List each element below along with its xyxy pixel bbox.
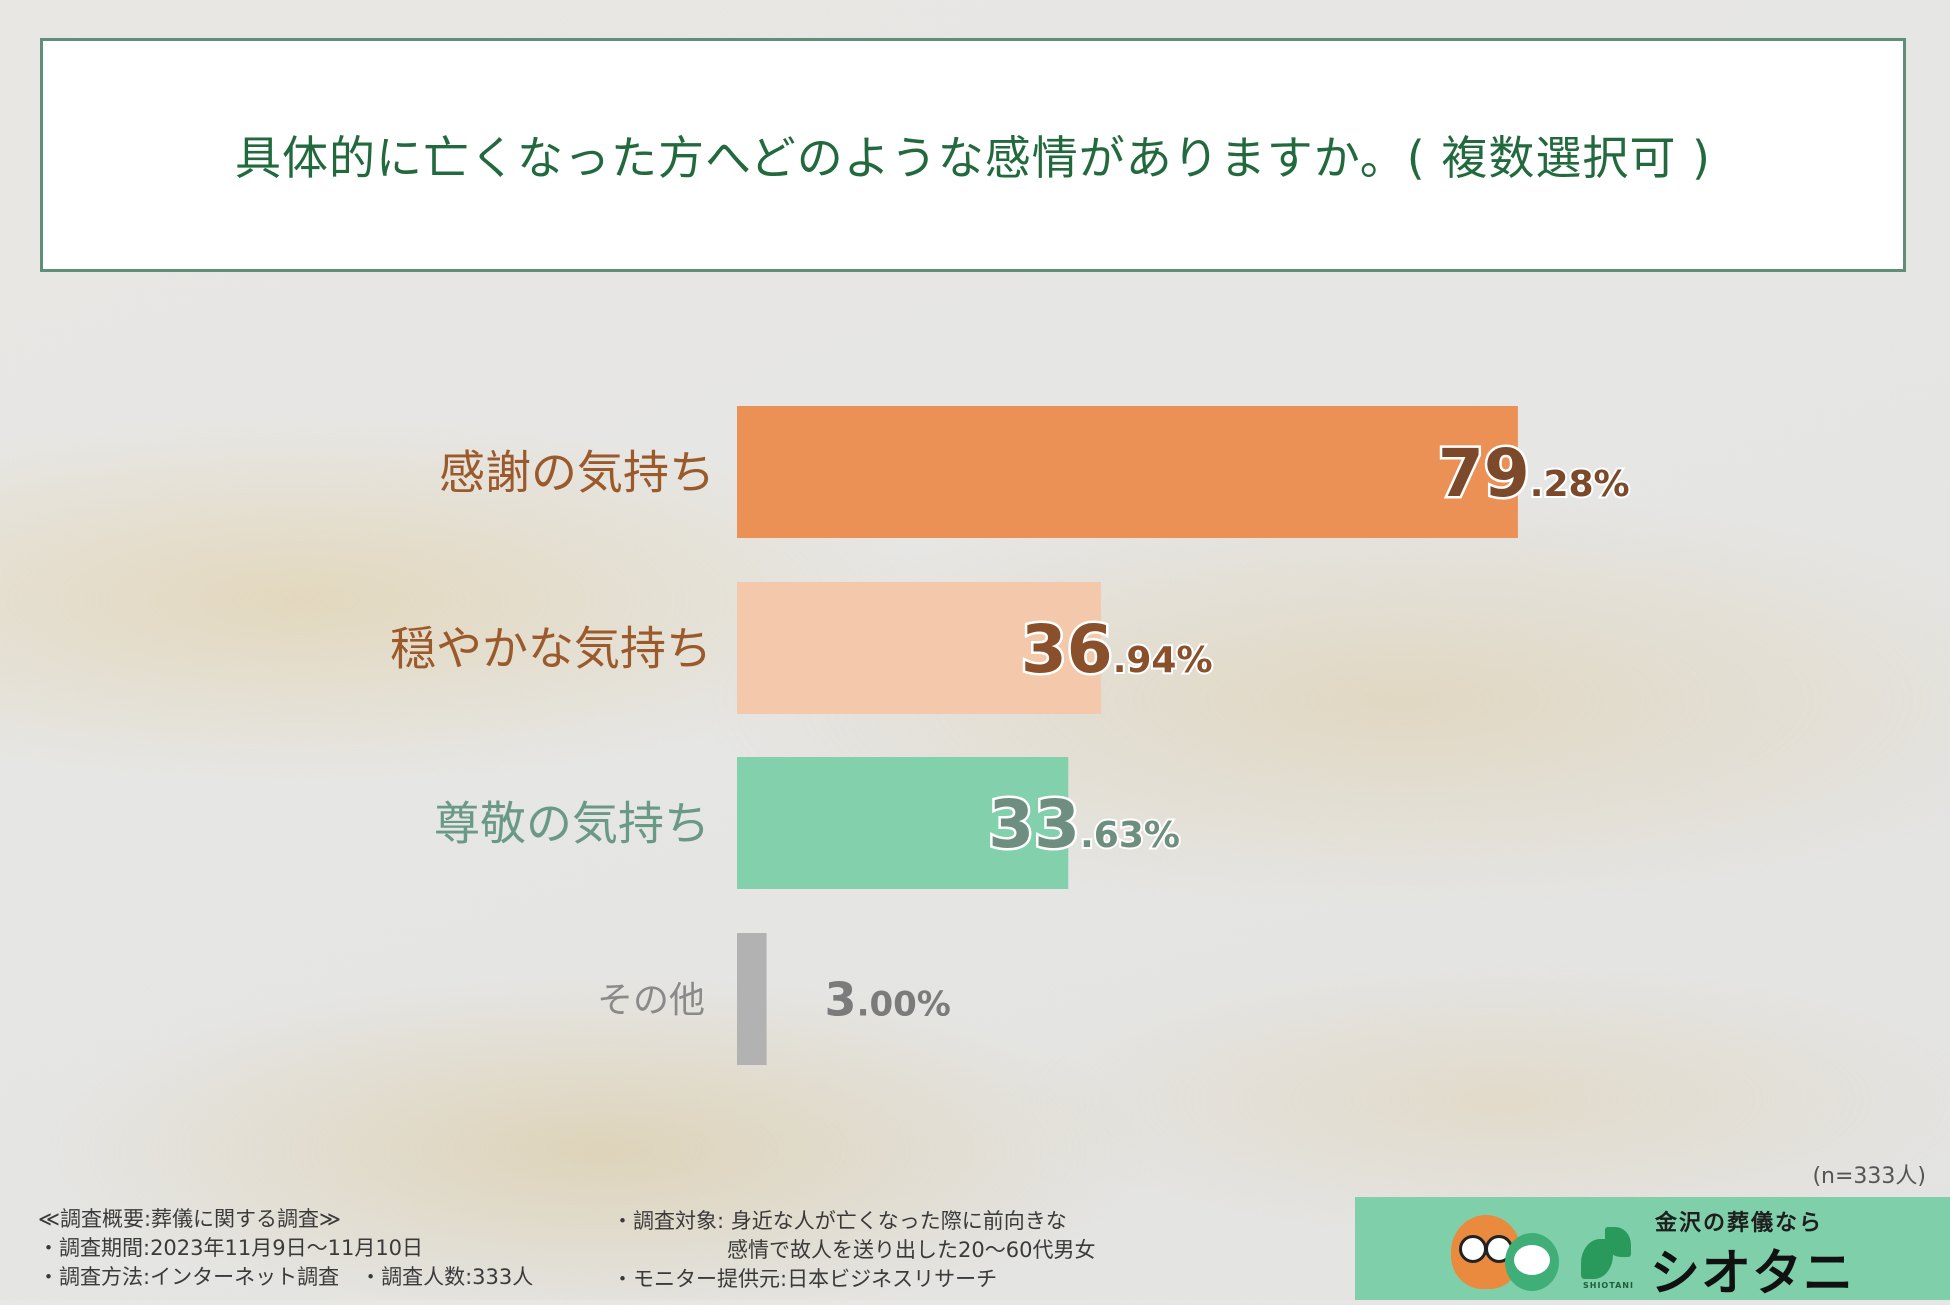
category-label-1: 感謝の気持ち [439, 446, 715, 500]
survey-overview: ≪調査概要:葬儀に関する調査≫ ・調査期間:2023年11月9日〜11月10日 … [38, 1205, 533, 1292]
value-label-3: 33.63% [988, 786, 1180, 863]
logo-name: シオタニ [1650, 1244, 1854, 1302]
brand-logo-banner: SHIOTANI 金沢の葬儀なら シオタニ [1355, 1197, 1950, 1302]
target-line-1: ・調査対象: 身近な人が亡くなった際に前向きな [612, 1209, 1067, 1233]
bar-4 [737, 933, 767, 1065]
category-label-4: その他 [597, 980, 705, 1021]
title-box: 具体的に亡くなった方へどのような感情がありますか。( 複数選択可 ) [40, 38, 1906, 272]
survey-method: ・調査方法:インターネット調査 ・調査人数:333人 [38, 1265, 534, 1289]
target-line-2: 感情で故人を送り出した20〜60代男女 [727, 1238, 1096, 1262]
overview-heading: ≪調査概要:葬儀に関する調査≫ [38, 1207, 342, 1231]
bar-chart: 感謝の気持ち 79.28% 穏やかな気持ち 36.94% 尊敬の気持ち 33.63% その他… [390, 406, 1632, 1065]
survey-target: ・調査対象: 身近な人が亡くなった際に前向きな 感情で故人を送り出した20〜60… [612, 1207, 1095, 1294]
logo-tagline: 金沢の葬儀なら [1655, 1211, 1824, 1236]
bird-mascot-icon [1505, 1233, 1559, 1291]
category-label-3: 尊敬の気持ち [434, 797, 710, 851]
value-label-4: 3.00% [825, 973, 951, 1027]
bar-3 [737, 757, 1069, 889]
logo-subtext: SHIOTANI [1583, 1281, 1634, 1290]
chart-title: 具体的に亡くなった方へどのような感情がありますか。( 複数選択可 ) [235, 131, 1711, 185]
value-label-2: 36.94% [1021, 611, 1213, 688]
leaf-logo-icon [1577, 1223, 1637, 1285]
bar-1 [737, 406, 1518, 538]
survey-period: ・調査期間:2023年11月9日〜11月10日 [38, 1236, 424, 1260]
value-label-1: 79.28% [1438, 435, 1630, 512]
category-label-2: 穏やかな気持ち [390, 622, 712, 676]
bar-2 [737, 582, 1101, 714]
sample-size-note: (n=333人) [1812, 1164, 1926, 1189]
monitor-provider: ・モニター提供元:日本ビジネスリサーチ [612, 1267, 998, 1291]
